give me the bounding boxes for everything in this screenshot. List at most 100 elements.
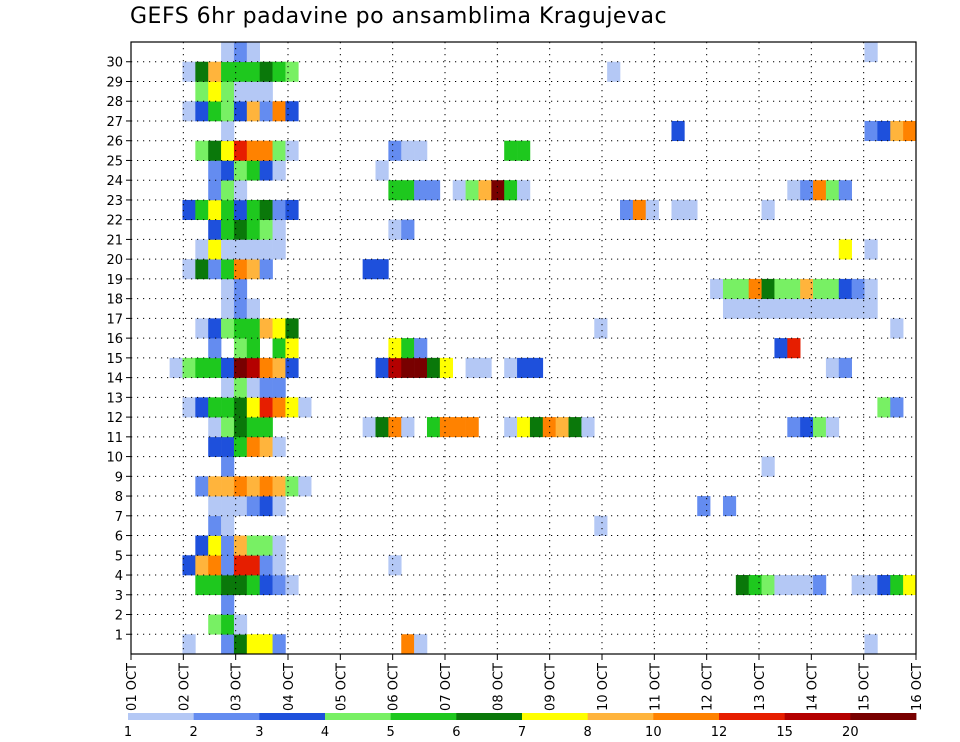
heatmap-cell bbox=[246, 476, 260, 497]
heatmap-cell bbox=[246, 377, 260, 398]
heatmap-cell bbox=[426, 180, 441, 201]
heatmap-cell bbox=[864, 298, 878, 319]
x-tick-label: 08 OCT bbox=[491, 663, 506, 711]
heatmap-cell bbox=[221, 535, 235, 556]
heatmap-cell bbox=[272, 338, 286, 359]
legend-label: 15 bbox=[776, 725, 793, 740]
heatmap-cell bbox=[272, 318, 286, 339]
heatmap-cell bbox=[285, 140, 299, 161]
heatmap-cell bbox=[208, 476, 222, 497]
heatmap-cell bbox=[504, 140, 518, 161]
heatmap-cell bbox=[401, 634, 415, 655]
heatmap-cell bbox=[285, 357, 299, 378]
heatmap-cell bbox=[774, 575, 788, 596]
y-tick-label: 5 bbox=[115, 549, 123, 564]
heatmap-cell bbox=[246, 140, 260, 161]
heatmap-cell bbox=[414, 634, 428, 655]
heatmap-cell bbox=[208, 199, 222, 220]
heatmap-cell bbox=[195, 575, 209, 596]
heatmap-cell bbox=[800, 575, 814, 596]
heatmap-cell bbox=[221, 219, 235, 240]
heatmap-cell bbox=[401, 357, 415, 378]
heatmap-cell bbox=[208, 357, 222, 378]
heatmap-cell bbox=[208, 436, 222, 457]
heatmap-cell bbox=[568, 417, 582, 438]
x-tick-label: 11 OCT bbox=[648, 663, 663, 711]
heatmap-cell bbox=[465, 417, 479, 438]
heatmap-cell bbox=[246, 338, 260, 359]
heatmap-cell bbox=[864, 120, 878, 142]
heatmap-cell bbox=[272, 476, 286, 497]
y-tick-label: 20 bbox=[106, 253, 123, 268]
heatmap-cell bbox=[208, 259, 222, 280]
heatmap-cell bbox=[800, 180, 814, 201]
heatmap-cell bbox=[478, 357, 492, 378]
heatmap-cell bbox=[182, 555, 196, 576]
heatmap-cell bbox=[182, 357, 196, 378]
heatmap-cell bbox=[787, 338, 801, 359]
x-tick-label: 06 OCT bbox=[387, 663, 402, 711]
heatmap-cell bbox=[838, 357, 852, 378]
heatmap-cell bbox=[632, 199, 647, 220]
x-tick-label: 15 OCT bbox=[858, 663, 873, 711]
legend-swatch bbox=[719, 713, 786, 720]
heatmap-cell bbox=[735, 575, 750, 596]
heatmap-cell bbox=[195, 259, 209, 280]
y-tick-label: 8 bbox=[115, 490, 123, 505]
heatmap-cell bbox=[233, 160, 248, 181]
heatmap-cell bbox=[233, 476, 248, 497]
x-tick-label: 10 OCT bbox=[596, 663, 611, 711]
y-tick-label: 19 bbox=[106, 273, 123, 288]
y-tick-label: 22 bbox=[106, 214, 123, 229]
heatmap-cell bbox=[426, 417, 441, 438]
heatmap-cell bbox=[233, 338, 248, 359]
heatmap-cell bbox=[748, 575, 762, 596]
heatmap-cell bbox=[195, 357, 209, 378]
heatmap-cell bbox=[246, 61, 260, 82]
x-tick-label: 07 OCT bbox=[439, 663, 454, 711]
heatmap-cell bbox=[208, 101, 222, 122]
heatmap-cell bbox=[620, 199, 634, 220]
heatmap-cell bbox=[800, 417, 814, 438]
heatmap-cell bbox=[246, 535, 260, 556]
heatmap-cell bbox=[388, 555, 402, 576]
legend-label: 6 bbox=[452, 725, 460, 740]
heatmap-cell bbox=[246, 318, 260, 339]
heatmap-cell bbox=[825, 417, 840, 438]
heatmap-cell bbox=[761, 199, 775, 220]
heatmap-cell bbox=[233, 81, 248, 102]
heatmap-cell bbox=[272, 575, 286, 596]
heatmap-cell bbox=[375, 417, 389, 438]
heatmap-cell bbox=[246, 199, 260, 220]
heatmap-cell bbox=[272, 377, 286, 398]
heatmap-cell bbox=[761, 298, 775, 319]
heatmap-cell bbox=[233, 318, 248, 339]
heatmap-cell bbox=[208, 160, 222, 181]
heatmap-cell bbox=[246, 219, 260, 240]
heatmap-cell bbox=[259, 634, 273, 655]
heatmap-cell bbox=[221, 357, 235, 378]
heatmap-cell bbox=[221, 140, 235, 161]
legend-swatch bbox=[193, 713, 260, 720]
heatmap-cell bbox=[903, 575, 917, 596]
heatmap-cell bbox=[246, 259, 260, 280]
heatmap-cell bbox=[787, 575, 801, 596]
y-tick-label: 29 bbox=[106, 75, 123, 90]
heatmap-cell bbox=[233, 140, 248, 161]
heatmap-cell bbox=[838, 278, 852, 299]
heatmap-cell bbox=[195, 535, 209, 556]
heatmap-cell bbox=[813, 298, 827, 319]
heatmap-cell bbox=[182, 101, 196, 122]
x-tick-label: 09 OCT bbox=[544, 663, 559, 711]
heatmap-cell bbox=[401, 417, 415, 438]
legend-label: 12 bbox=[711, 725, 728, 740]
chart-title: GEFS 6hr padavine po ansamblima Kragujev… bbox=[130, 4, 668, 29]
heatmap-cell bbox=[478, 180, 492, 201]
heatmap-cell bbox=[491, 180, 505, 201]
heatmap-cell bbox=[195, 318, 209, 339]
x-tick-label: 12 OCT bbox=[701, 663, 716, 711]
y-tick-label: 21 bbox=[106, 233, 123, 248]
heatmap-cell bbox=[272, 101, 286, 122]
heatmap-cell bbox=[414, 180, 428, 201]
heatmap-cell bbox=[813, 575, 827, 596]
